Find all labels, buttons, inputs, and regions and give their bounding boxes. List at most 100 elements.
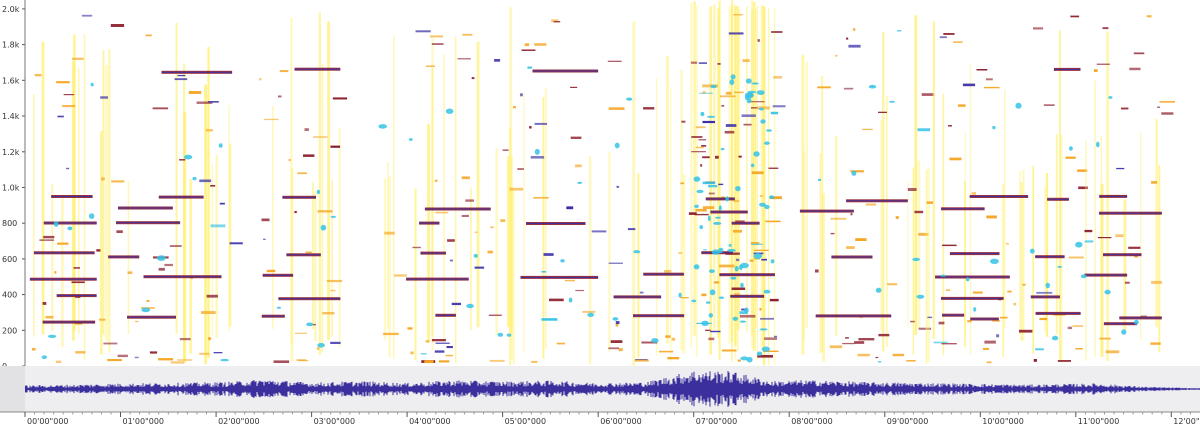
harmonic-dash xyxy=(1035,348,1044,351)
energy-hotspot xyxy=(766,129,772,132)
spectral-streak xyxy=(73,34,76,331)
energy-hotspot xyxy=(715,216,721,219)
harmonic-dash xyxy=(304,128,309,131)
energy-hotspot xyxy=(497,332,504,337)
energy-hotspot xyxy=(734,265,739,272)
harmonic-dash xyxy=(688,212,697,215)
energy-hotspot xyxy=(678,292,682,298)
harmonic-dash xyxy=(517,168,524,170)
harmonic-dash xyxy=(179,159,186,161)
spectral-streak xyxy=(207,46,210,359)
spectral-streak xyxy=(183,63,186,362)
harmonic-dash xyxy=(721,349,737,352)
harmonic-dash xyxy=(972,291,983,294)
activity-segment xyxy=(607,21,689,366)
spectral-streak xyxy=(927,167,930,363)
harmonic-dash xyxy=(1157,106,1161,108)
sustained-tone-core xyxy=(262,274,294,276)
energy-hotspot xyxy=(587,312,595,317)
energy-hotspot xyxy=(750,163,755,168)
harmonic-dash xyxy=(772,105,786,108)
harmonic-dash xyxy=(878,333,890,337)
harmonic-dash xyxy=(461,214,469,217)
energy-hotspot xyxy=(725,196,729,202)
energy-hotspot xyxy=(1096,141,1100,148)
spectral-streak xyxy=(803,150,805,342)
harmonic-dash xyxy=(848,44,861,48)
harmonic-dash xyxy=(509,187,524,191)
x-tick-label: 01'00"000 xyxy=(123,417,165,426)
harmonic-dash xyxy=(446,346,453,349)
harmonic-dash xyxy=(607,60,622,62)
energy-hotspot xyxy=(753,253,763,259)
harmonic-dash xyxy=(330,341,341,344)
harmonic-dash xyxy=(939,36,947,39)
harmonic-dash xyxy=(196,101,213,104)
harmonic-dash xyxy=(582,311,596,313)
activity-segment xyxy=(1080,15,1175,362)
harmonic-dash xyxy=(219,202,225,205)
y-tick-label: 600 xyxy=(2,255,17,264)
harmonic-dash xyxy=(534,122,547,125)
sustained-tone-core xyxy=(42,321,96,323)
spectral-streak xyxy=(751,0,754,349)
harmonic-dash xyxy=(591,230,607,233)
harmonic-dash xyxy=(858,338,875,341)
harmonic-dash xyxy=(702,91,706,94)
x-tick-label: 00'00"000 xyxy=(27,417,69,426)
harmonic-dash xyxy=(1084,229,1093,233)
harmonic-dash xyxy=(771,31,783,33)
spectral-streak xyxy=(1100,183,1104,357)
time-axis[interactable]: 00'00"000 01'00"000 02'00"000 03'00"000 04'0… xyxy=(24,412,1200,426)
sustained-tone-core xyxy=(420,252,446,254)
spectral-streak xyxy=(768,8,770,366)
waveform-plot[interactable] xyxy=(25,371,1200,407)
harmonic-dash xyxy=(556,342,566,345)
harmonic-dash xyxy=(116,230,123,233)
harmonic-dash xyxy=(769,196,782,200)
energy-hotspot xyxy=(320,224,327,231)
harmonic-dash xyxy=(743,123,752,126)
harmonic-dash xyxy=(691,151,706,153)
harmonic-dash xyxy=(1068,256,1084,259)
energy-hotspot xyxy=(192,176,197,181)
energy-hotspot xyxy=(759,202,766,207)
harmonic-dash xyxy=(229,242,243,245)
energy-hotspot xyxy=(729,79,735,86)
harmonic-dash xyxy=(429,35,443,38)
spectral-streak xyxy=(414,188,417,361)
harmonic-dash xyxy=(424,360,434,364)
harmonic-dash xyxy=(742,59,750,62)
harmonic-dash xyxy=(724,130,735,134)
harmonic-dash xyxy=(529,126,532,129)
harmonic-dash xyxy=(1039,317,1048,321)
spectral-streak xyxy=(393,35,395,359)
harmonic-dash xyxy=(846,37,849,40)
energy-hotspot xyxy=(763,289,771,294)
x-tick-label: 08'00"000 xyxy=(791,417,833,426)
spectral-streak xyxy=(215,155,218,339)
spectral-streak xyxy=(730,9,733,335)
harmonic-dash xyxy=(1084,240,1094,243)
spectral-streak xyxy=(736,5,739,331)
harmonic-dash xyxy=(134,356,139,359)
energy-hotspot xyxy=(990,258,999,264)
sustained-tone-core xyxy=(33,252,95,254)
spectrogram-plot[interactable] xyxy=(29,0,1175,366)
sustained-tone-core xyxy=(43,222,97,224)
energy-hotspot xyxy=(633,250,641,254)
harmonic-dash xyxy=(199,352,210,355)
sustained-tone-core xyxy=(158,196,204,198)
spectral-streak xyxy=(737,9,741,330)
energy-hotspot xyxy=(751,82,759,85)
spectral-streak xyxy=(717,8,720,339)
energy-hotspot xyxy=(701,320,709,326)
energy-hotspot xyxy=(1108,96,1113,99)
spectral-streak xyxy=(542,96,545,359)
spectral-streak xyxy=(105,65,109,341)
sustained-tone-core xyxy=(941,297,1004,299)
energy-hotspot xyxy=(713,221,722,225)
harmonic-dash xyxy=(207,101,219,103)
energy-hotspot xyxy=(1104,289,1111,295)
harmonic-dash xyxy=(615,323,619,327)
